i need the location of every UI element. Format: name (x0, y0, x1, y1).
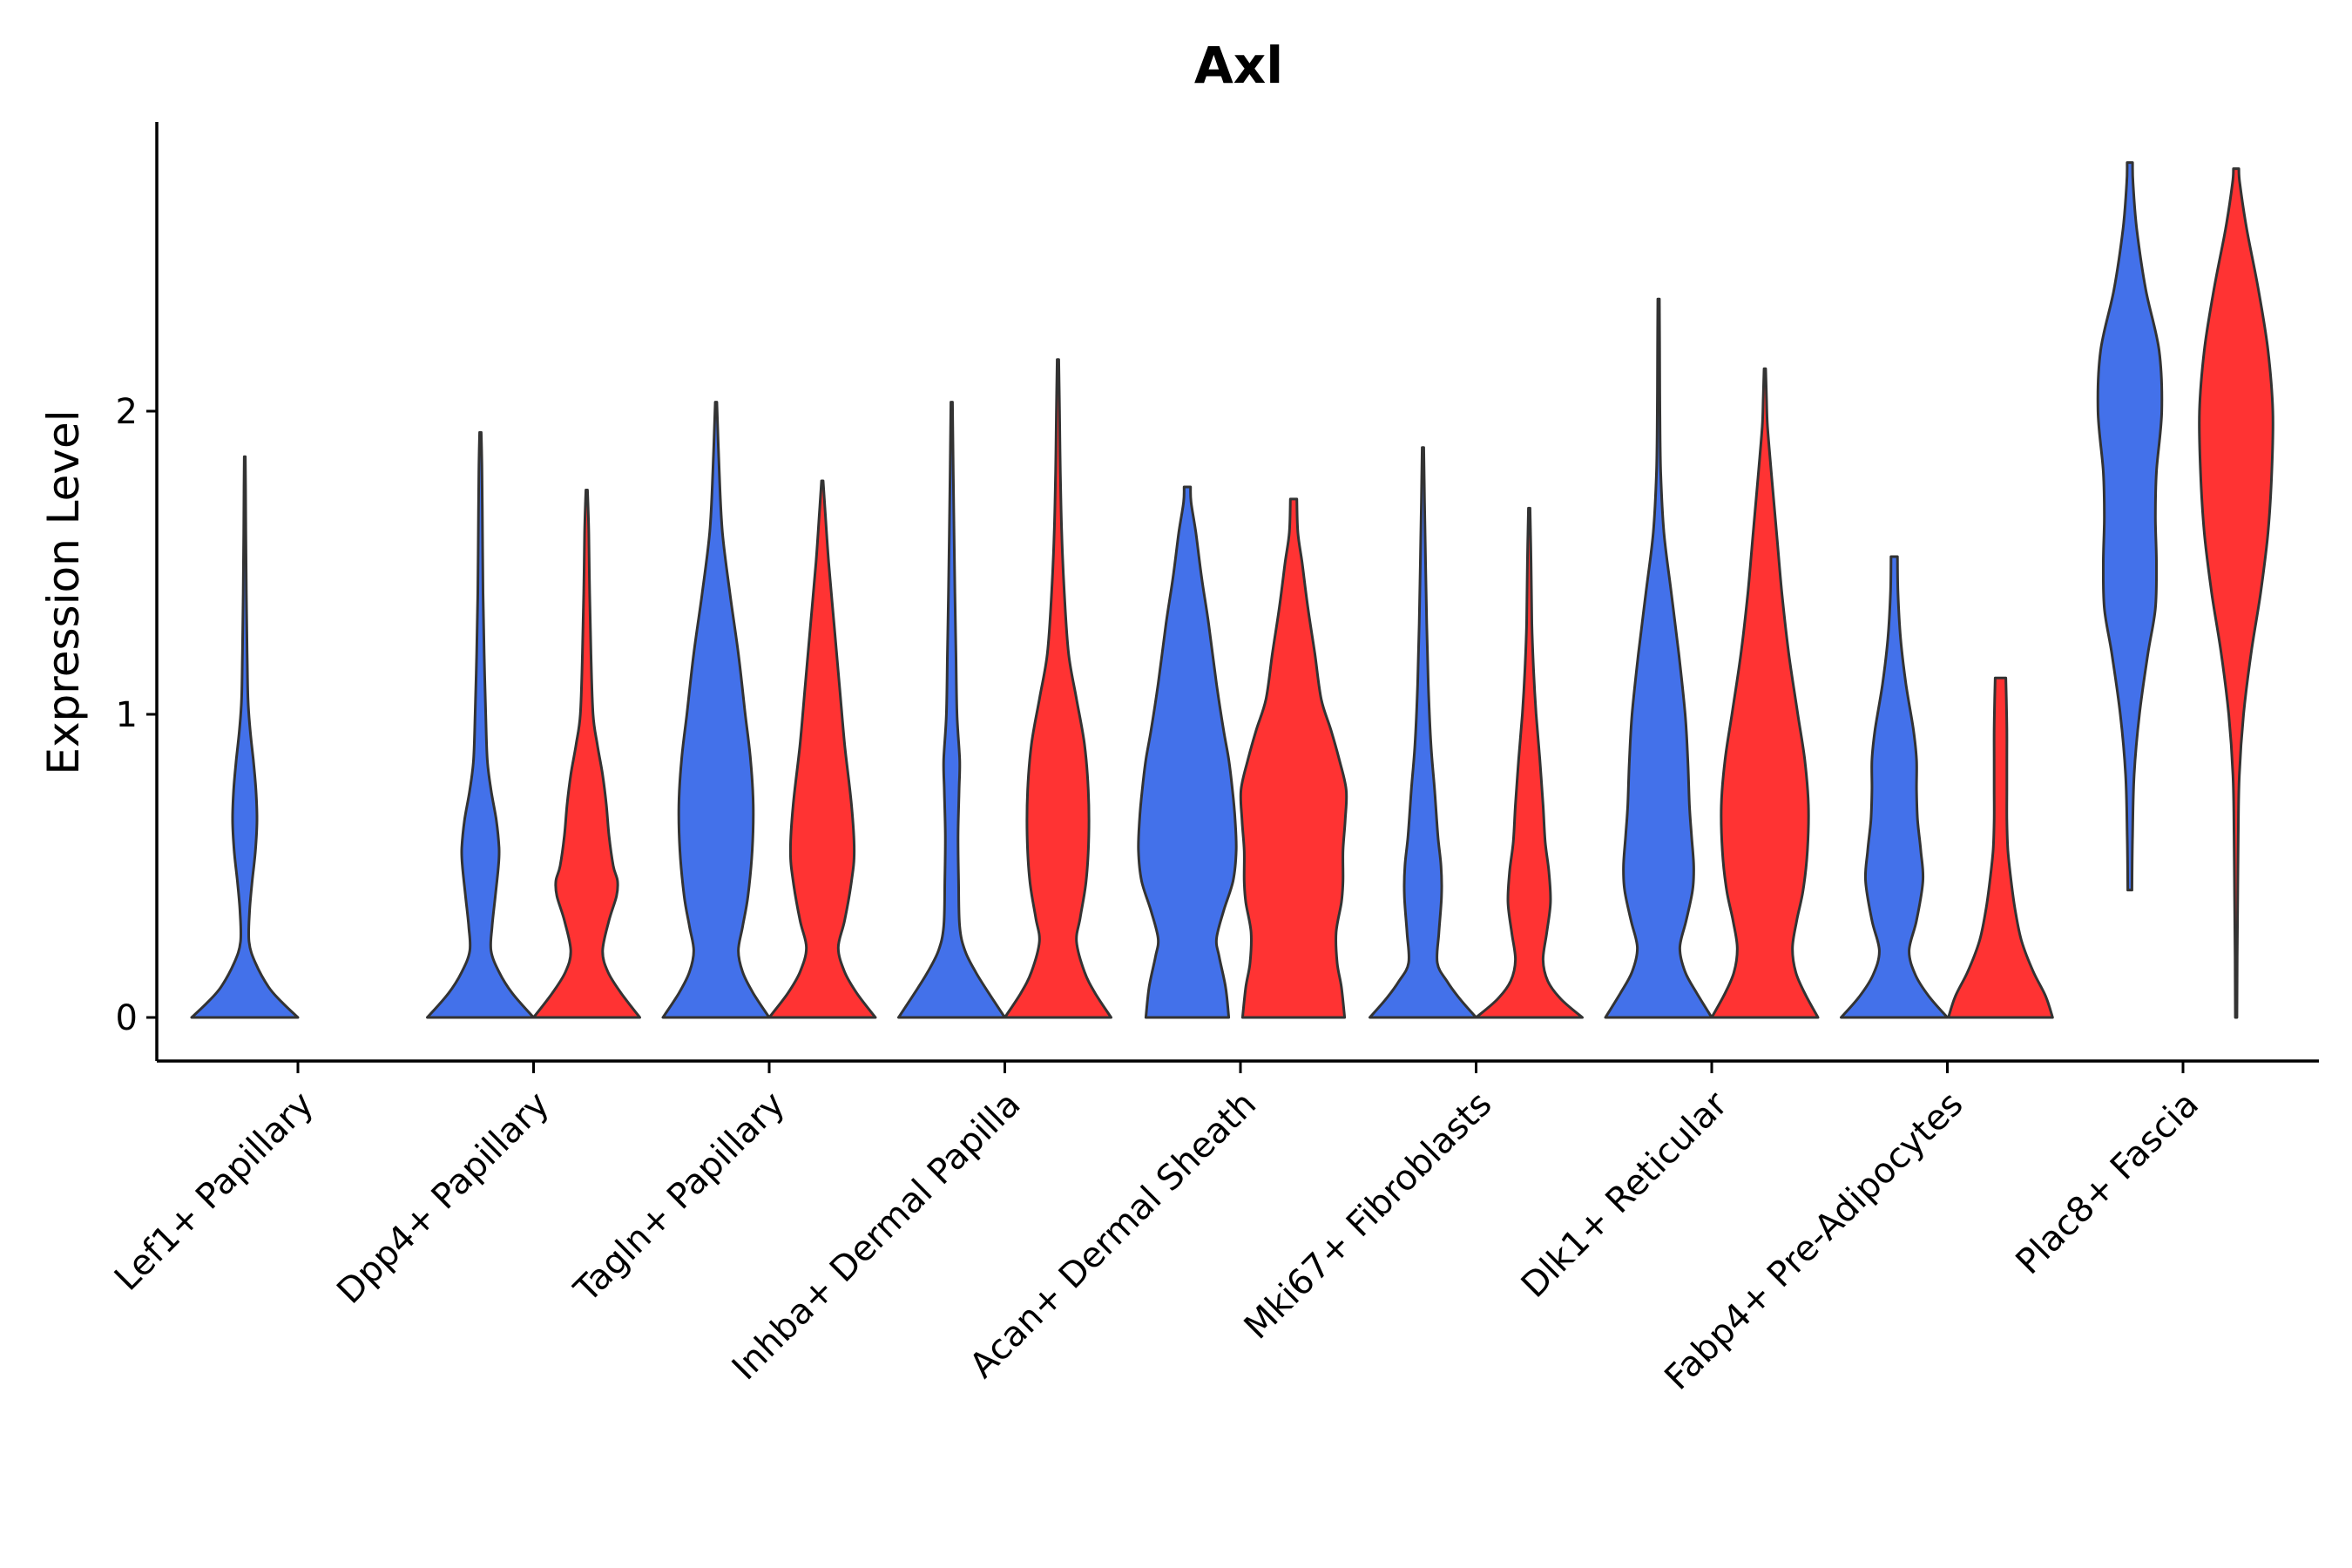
x-tick-label: Dpp4+ Papillary (329, 1085, 557, 1312)
violin-dpp4-papillary-group1 (426, 430, 535, 1019)
violin-inhba-dermal-papilla-group2 (1004, 358, 1112, 1019)
y-axis-label: Expression Level (38, 409, 89, 774)
x-tick-label: Tagln+ Papillary (566, 1085, 793, 1311)
x-tick-label: Mki67+ Fibroblasts (1237, 1085, 1500, 1348)
violin-fabp4-pre-adipocytes-group2 (1947, 676, 2054, 1019)
violin-dlk1-reticular-group2 (1710, 367, 1820, 1019)
violin-plac8-fascia-group1 (2096, 161, 2164, 892)
violin-inhba-dermal-papilla-group1 (897, 401, 1006, 1019)
violin-fabp4-pre-adipocytes-group1 (1840, 555, 1949, 1019)
violin-layer (190, 161, 2274, 1019)
x-tick-label: Plac8+ Fascia (2009, 1085, 2207, 1283)
violin-acan-dermal-sheath-group1 (1137, 485, 1238, 1019)
chart-title: Axl (1194, 36, 1283, 95)
violin-acan-dermal-sheath-group2 (1239, 497, 1348, 1019)
y-tick-label: 2 (116, 392, 138, 432)
violin-mki67-fibroblasts-group1 (1369, 446, 1477, 1019)
violin-dlk1-reticular-group1 (1604, 297, 1713, 1019)
y-tick-label: 0 (116, 998, 138, 1038)
violin-plac8-fascia-group2 (2198, 167, 2274, 1019)
violin-mki67-fibroblasts-group2 (1475, 506, 1584, 1019)
violin-lef1-papillary-group1 (190, 455, 300, 1019)
y-ticks: 0 1 2 (116, 392, 157, 1038)
y-tick-label: 1 (116, 695, 138, 735)
x-ticks: Lef1+ Papillary Dpp4+ Papillary Tagln+ Pap… (107, 1061, 2207, 1398)
x-tick-label: Lef1+ Papillary (107, 1085, 321, 1299)
violin-dpp4-papillary-group2 (532, 489, 641, 1019)
violin-tagln-papillary-group1 (661, 401, 771, 1019)
x-tick-label: Dlk1+ Reticular (1514, 1084, 1736, 1306)
violin-tagln-papillary-group2 (767, 479, 877, 1019)
axes-layer (155, 122, 2319, 1063)
